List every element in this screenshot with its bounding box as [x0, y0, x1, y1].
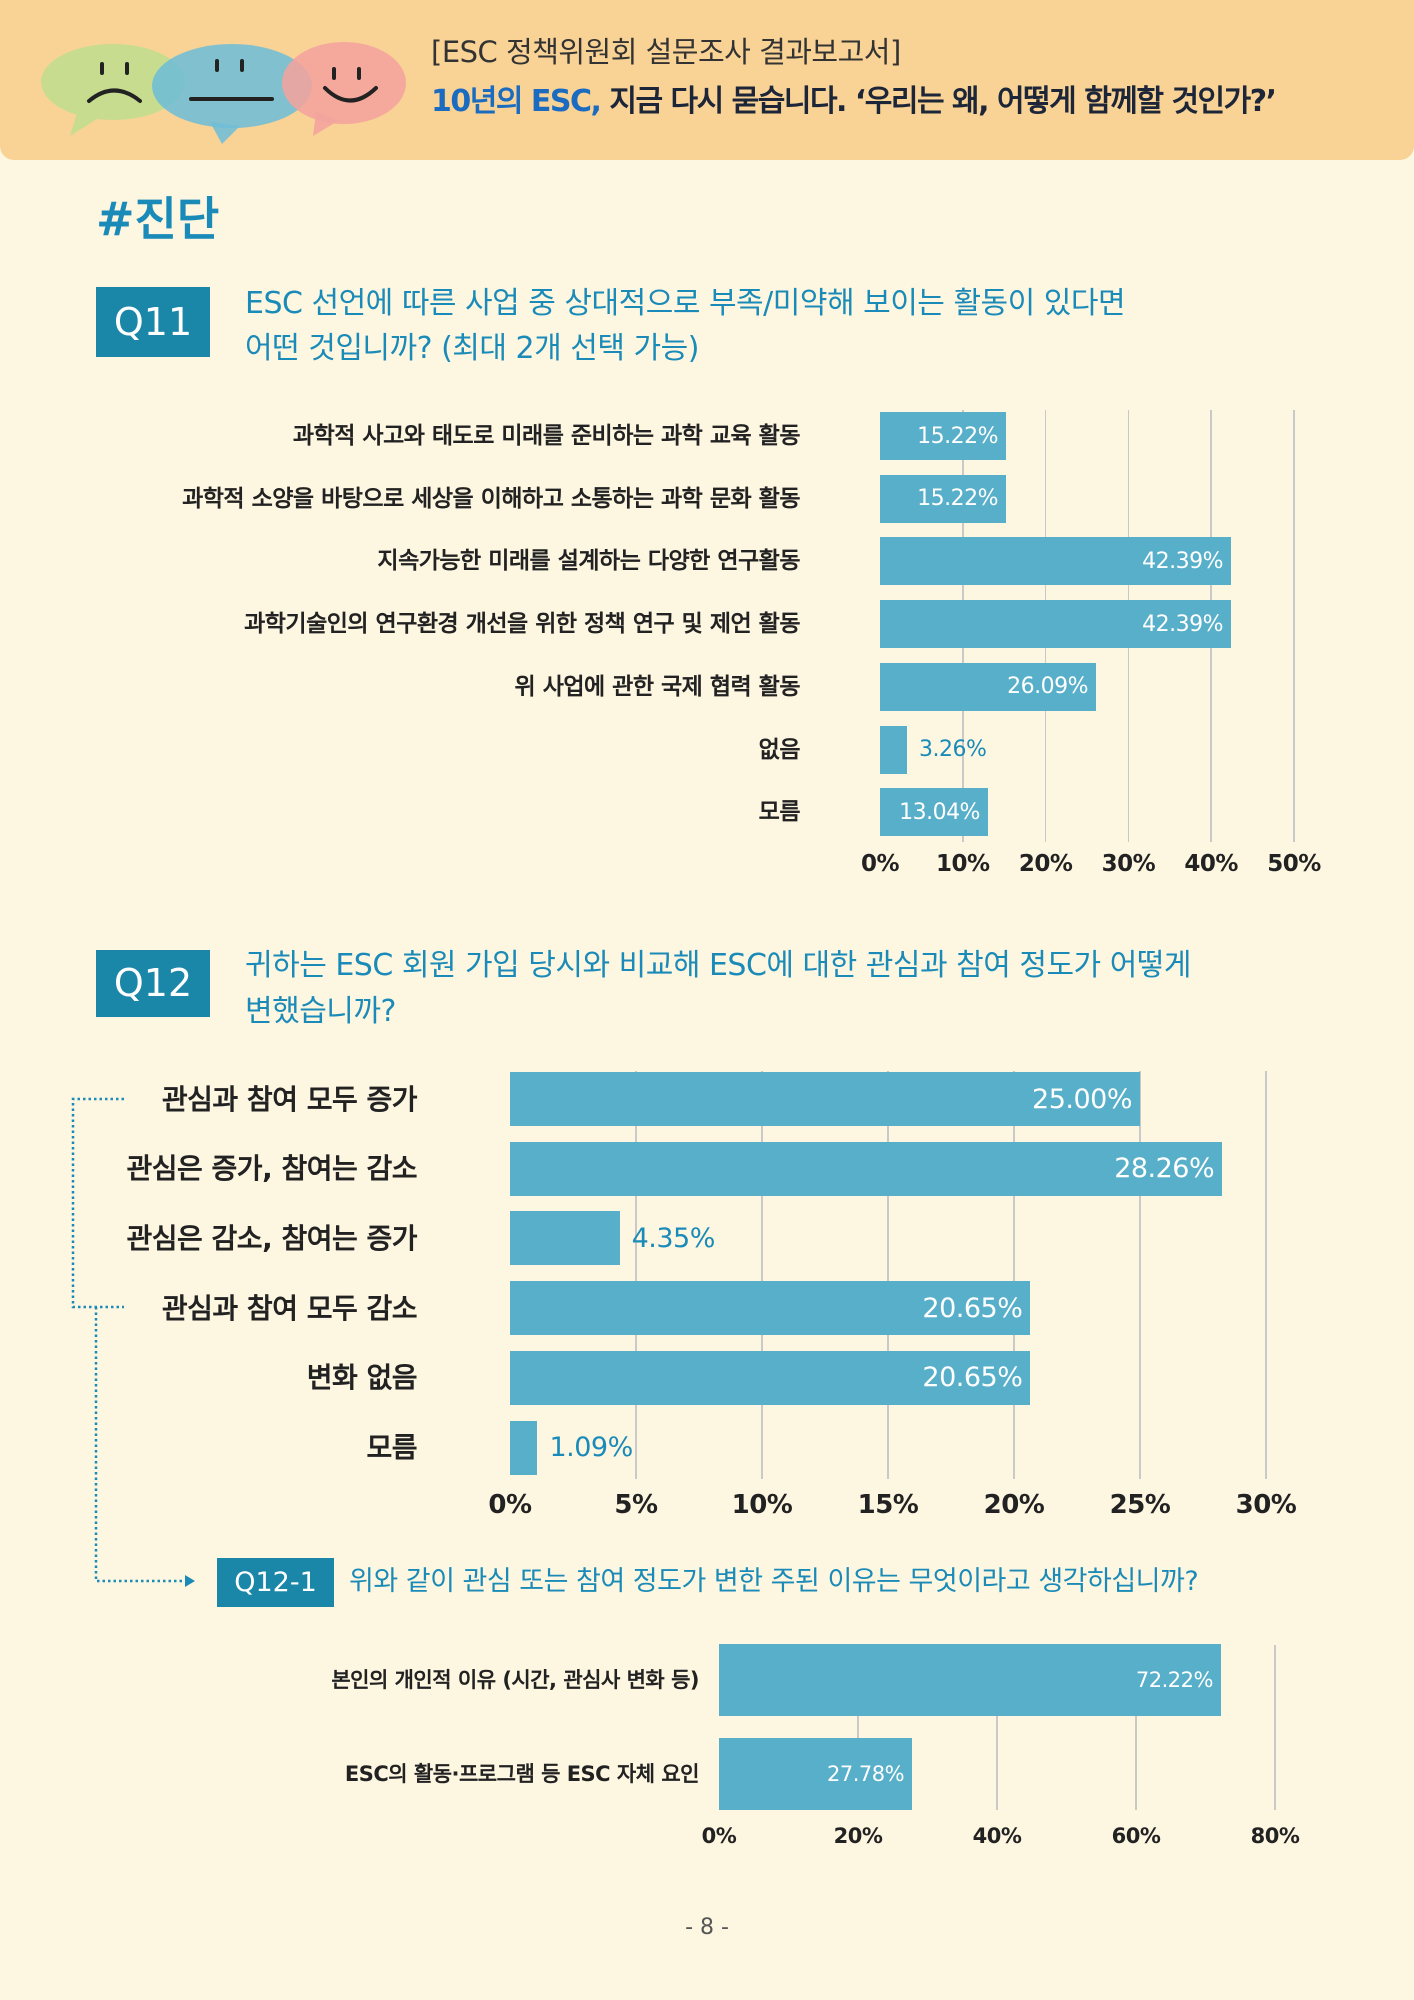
grid-line [1293, 410, 1295, 842]
bar-value-label: 1.09% [549, 1432, 633, 1463]
category-label: 과학적 사고와 태도로 미래를 준비하는 과학 교육 활동 [292, 423, 801, 449]
report-subtitle: [ESC 정책위원회 설문조사 결과보고서] [431, 35, 901, 69]
bar [880, 788, 988, 837]
bar-value-label: 20.65% [922, 1362, 1023, 1394]
category-label: 모름 [758, 799, 801, 826]
grid-line [857, 1645, 859, 1810]
bar [880, 600, 1231, 649]
q12-question-line1: 귀하는 ESC 회원 가입 당시와 비교해 ESC에 대한 관심과 참여 정도가… [245, 948, 1192, 983]
x-tick-label: 20% [833, 1823, 883, 1848]
x-tick-label: 20% [983, 1490, 1045, 1520]
sad-face-bubble-icon [41, 44, 185, 136]
q11-question-line2: 어떤 것입니까? (최대 2개 선택 가능) [245, 331, 699, 366]
x-tick-label: 50% [1267, 851, 1321, 877]
arrow-connector [94, 1307, 186, 1583]
q12-question: 귀하는 ESC 회원 가입 당시와 비교해 ESC에 대한 관심과 참여 정도가… [245, 943, 1192, 1035]
grid-line [1265, 1071, 1267, 1479]
x-tick-label: 40% [1184, 851, 1238, 877]
category-label: ESC의 활동·프로그램 등 ESC 자체 요인 [344, 1761, 700, 1786]
category-label: 관심은 증가, 참여는 감소 [126, 1152, 418, 1186]
bar-value-label: 13.04% [899, 799, 980, 825]
speech-bubbles-illustration [41, 42, 406, 144]
category-label: 없음 [758, 736, 801, 763]
dotted-connector-arrow-icon [71, 1097, 195, 1587]
neutral-face-bubble-icon [152, 44, 312, 144]
report-title: 10년의 ESC, 지금 다시 묻습니다. ‘우리는 왜, 어떻게 함께할 것인… [431, 83, 1277, 121]
category-label: 과학적 소양을 바탕으로 세상을 이해하고 소통하는 과학 문화 활동 [182, 485, 800, 512]
x-tick-label: 30% [1235, 1490, 1297, 1520]
bar [880, 474, 1007, 523]
bar-value-label: 4.35% [631, 1222, 716, 1254]
bar-value-label: 15.22% [917, 423, 999, 449]
bar-value-label: 15.22% [917, 486, 999, 512]
bar [719, 1644, 1221, 1716]
bar [880, 662, 1097, 711]
q12-number-badge: Q12 [96, 950, 210, 1017]
q12-1-number-badge: Q12-1 [217, 1558, 334, 1607]
bar-value-label: 27.78% [826, 1761, 905, 1786]
bar-value-label: 3.26% [918, 737, 987, 762]
x-tick-label: 20% [1018, 851, 1073, 877]
category-label: 관심과 참여 모두 증가 [161, 1082, 418, 1116]
bar-value-label: 42.39% [1142, 611, 1223, 637]
bar-value-label: 28.26% [1114, 1153, 1215, 1185]
grid-line [1274, 1645, 1276, 1810]
section-tag: #진단 [96, 192, 220, 246]
report-title-rest: 지금 다시 묻습니다. ‘우리는 왜, 어떻게 함께할 것인가?’ [600, 84, 1277, 119]
bar [880, 537, 1231, 586]
category-label: 지속가능한 미래를 설계하는 다양한 연구활동 [377, 548, 800, 575]
x-tick-label: 10% [731, 1490, 793, 1520]
x-tick-label: 0% [860, 851, 900, 877]
arrowhead-icon [185, 1575, 195, 1587]
grid-line [1135, 1645, 1137, 1810]
report-title-highlight: 10년의 ESC, [431, 84, 602, 119]
x-tick-label: 40% [972, 1823, 1022, 1848]
category-label: 변화 없음 [306, 1361, 418, 1395]
happy-face-bubble-icon [282, 42, 406, 136]
grid-line [761, 1071, 763, 1479]
bar [880, 412, 1007, 460]
x-tick-label: 0% [701, 1823, 737, 1848]
x-tick-label: 15% [857, 1490, 919, 1520]
bar [510, 1072, 1140, 1126]
bar-value-label: 42.39% [1142, 548, 1223, 574]
category-label: 관심은 감소, 참여는 증가 [126, 1221, 418, 1255]
bar [719, 1738, 913, 1811]
bracket-connector [71, 1097, 124, 1309]
grid-line [1139, 1071, 1141, 1479]
q11-number-badge: Q11 [96, 287, 210, 357]
bar-value-label: 25.00% [1032, 1083, 1132, 1115]
grid-line [635, 1071, 637, 1479]
grid-line [887, 1071, 889, 1479]
x-tick-label: 25% [1109, 1490, 1171, 1520]
category-label: 본인의 개인적 이유 (시간, 관심사 변화 등) [331, 1667, 699, 1692]
q12-1-question: 위와 같이 관심 또는 참여 정도가 변한 주된 이유는 무엇이라고 생각하십니… [349, 1566, 1199, 1597]
x-tick-label: 30% [1101, 851, 1156, 877]
category-label: 모름 [366, 1431, 417, 1464]
bar [510, 1420, 538, 1475]
bar-value-label: 72.22% [1135, 1667, 1214, 1692]
category-label: 관심과 참여 모두 감소 [161, 1291, 418, 1325]
bar-value-label: 20.65% [922, 1292, 1023, 1324]
page-number: - 8 - [685, 1915, 729, 1940]
bar [880, 725, 907, 774]
x-tick-label: 60% [1111, 1823, 1161, 1848]
category-label: 과학기술인의 연구환경 개선을 위한 정책 연구 및 제언 활동 [244, 611, 800, 638]
category-label: 위 사업에 관한 국제 협력 활동 [514, 673, 801, 700]
q12-question-line2: 변했습니까? [245, 994, 396, 1029]
bar [510, 1211, 620, 1266]
grid-line [1013, 1071, 1015, 1479]
x-tick-label: 0% [488, 1490, 532, 1520]
x-tick-label: 10% [936, 851, 990, 877]
q11-question: ESC 선언에 따른 사업 중 상대적으로 부족/미약해 보이는 활동이 있다면… [245, 281, 1126, 371]
bar-value-label: 26.09% [1007, 674, 1089, 700]
q11-question-line1: ESC 선언에 따른 사업 중 상대적으로 부족/미약해 보이는 활동이 있다면 [245, 286, 1126, 321]
bar [510, 1350, 1031, 1405]
bar [510, 1141, 1223, 1196]
grid-line [996, 1645, 998, 1810]
x-tick-label: 80% [1250, 1823, 1300, 1848]
x-tick-label: 5% [614, 1490, 658, 1520]
bar [510, 1281, 1031, 1336]
